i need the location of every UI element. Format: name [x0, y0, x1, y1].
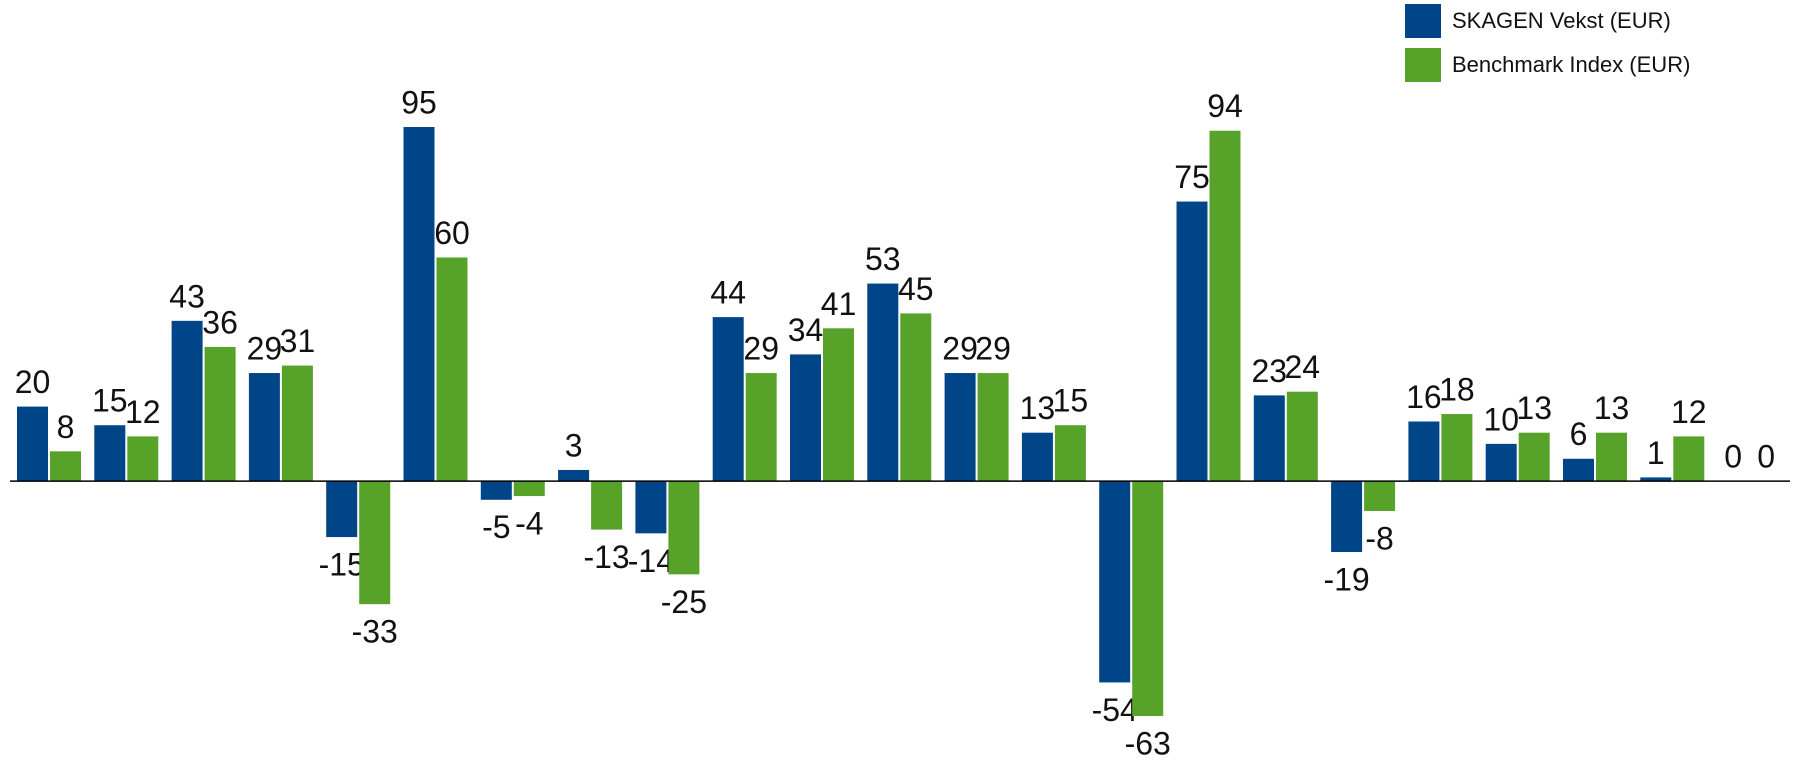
value-label: 53 — [865, 241, 901, 277]
bar — [1485, 443, 1517, 482]
value-label: 13 — [1594, 390, 1630, 426]
bar — [668, 481, 700, 575]
bar — [867, 283, 899, 482]
value-label: -4 — [515, 506, 543, 542]
value-label: -54 — [1092, 692, 1138, 728]
bar — [127, 436, 159, 482]
bar — [1640, 477, 1672, 482]
value-label: 29 — [247, 330, 283, 366]
value-label: 31 — [280, 323, 316, 359]
value-label: 45 — [898, 271, 934, 307]
value-label: -25 — [661, 584, 707, 620]
bar — [823, 328, 854, 482]
value-label: 0 — [1724, 439, 1742, 475]
value-label: 16 — [1406, 379, 1442, 415]
value-label: 15 — [92, 383, 128, 419]
value-label: 13 — [1020, 390, 1056, 426]
value-label: 12 — [125, 394, 161, 430]
bar — [635, 481, 667, 534]
value-label: 29 — [975, 330, 1011, 366]
bar — [1331, 481, 1363, 552]
value-label: -19 — [1323, 561, 1369, 597]
legend-label: Benchmark Index (EUR) — [1452, 52, 1690, 77]
bar — [977, 373, 1009, 482]
value-label: 3 — [565, 427, 583, 463]
bar — [17, 406, 48, 482]
value-label: 44 — [710, 275, 746, 311]
bar — [1364, 481, 1396, 511]
bar — [591, 481, 623, 530]
bar — [944, 373, 976, 482]
bar — [1253, 395, 1285, 482]
bar — [281, 365, 313, 482]
value-label: 13 — [1516, 390, 1552, 426]
bar — [171, 320, 203, 482]
bar — [50, 451, 81, 482]
bar — [480, 481, 512, 500]
legend-swatch — [1405, 48, 1441, 82]
bar — [790, 354, 821, 482]
value-label: 94 — [1207, 88, 1243, 124]
value-label: 8 — [57, 409, 75, 445]
value-label: 15 — [1053, 383, 1089, 419]
value-label: -8 — [1365, 520, 1393, 556]
bar — [513, 481, 545, 497]
value-label: 34 — [788, 312, 824, 348]
value-label: 29 — [942, 330, 978, 366]
value-label: 41 — [821, 286, 857, 322]
value-label: -63 — [1125, 725, 1171, 761]
bar — [359, 481, 391, 605]
legend-swatch — [1405, 4, 1441, 38]
bar — [900, 313, 932, 482]
value-label: 29 — [743, 330, 779, 366]
value-label: 36 — [202, 304, 238, 340]
bar — [1176, 201, 1208, 482]
bar — [1099, 481, 1131, 683]
bar — [1441, 414, 1473, 482]
value-label: -14 — [628, 543, 674, 579]
bar — [1286, 391, 1318, 482]
bar — [94, 425, 126, 482]
bar — [403, 127, 435, 482]
value-label: 0 — [1757, 439, 1775, 475]
bar — [248, 373, 280, 482]
bar — [436, 257, 468, 482]
value-label: -5 — [482, 509, 510, 545]
value-label: 1 — [1647, 435, 1665, 471]
bar — [745, 373, 777, 482]
value-label: 12 — [1671, 394, 1707, 430]
value-label: 20 — [15, 364, 51, 400]
bar — [1132, 481, 1164, 716]
value-label: 95 — [401, 84, 437, 120]
legend-label: SKAGEN Vekst (EUR) — [1452, 8, 1671, 33]
bar — [1596, 432, 1627, 482]
bar — [1563, 458, 1594, 482]
bar — [1518, 432, 1550, 482]
bar — [326, 481, 358, 538]
bar — [1021, 432, 1053, 482]
bar — [1054, 425, 1086, 482]
bar — [1673, 436, 1705, 482]
value-label: 75 — [1174, 159, 1210, 195]
bar — [1408, 421, 1440, 482]
bar — [712, 317, 744, 482]
value-label: -33 — [352, 614, 398, 650]
value-label: -15 — [319, 547, 365, 583]
value-label: -13 — [583, 539, 629, 575]
value-label: 43 — [169, 278, 205, 314]
value-label: 6 — [1570, 416, 1588, 452]
value-label: 18 — [1439, 371, 1475, 407]
value-label: 60 — [434, 215, 470, 251]
value-label: 10 — [1483, 401, 1519, 437]
bar — [558, 469, 590, 482]
bar — [1209, 130, 1241, 482]
value-label: 24 — [1285, 349, 1321, 385]
bar — [204, 346, 236, 482]
value-label: 23 — [1252, 353, 1288, 389]
